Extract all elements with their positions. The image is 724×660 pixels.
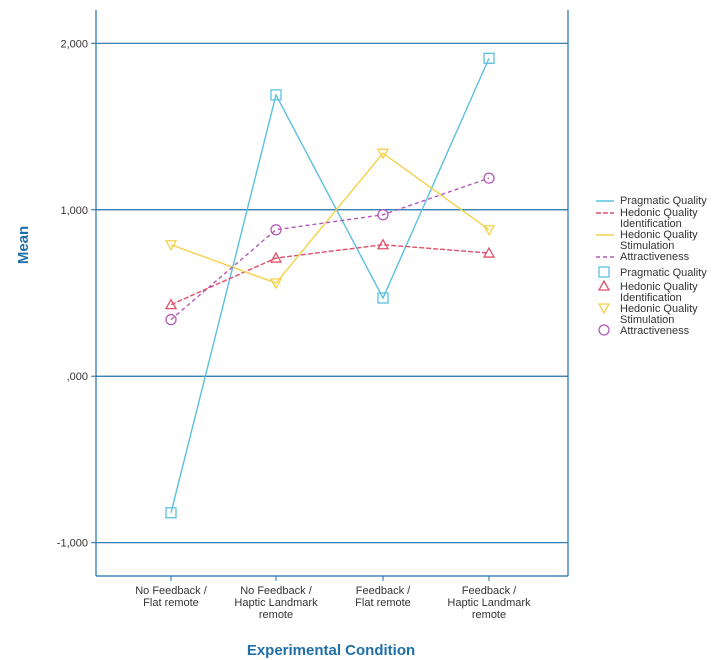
legend-label-line: Stimulation [620,314,674,326]
legend-marker-label: Hedonic Quality Identification [620,281,698,304]
legend-label-line: Attractiveness [620,251,690,263]
series-line [170,177,490,321]
x-tick-label-line: No Feedback / [135,585,207,597]
legend-marker-swatch [598,324,610,336]
y-tick-label: ,000 [67,371,88,383]
data-point-marker [165,507,177,519]
legend-label-line: Hedonic Quality [620,281,698,293]
y-tick-label: -1,000 [57,538,88,550]
data-point-marker [270,89,282,101]
data-point-marker [376,148,390,160]
x-tick-label-line: Flat remote [143,597,199,609]
legend-label-line: Identification [620,292,682,304]
series-line [170,152,490,284]
x-tick-label: No Feedback / Haptic Landmark remote [234,585,318,621]
x-tick-label-line: Feedback / [462,585,517,597]
gridlines [96,42,568,544]
legend-label-line: Attractiveness [620,325,690,337]
legend-label-line: Stimulation [620,240,674,252]
legend-marker-swatch [598,266,610,278]
series-line [170,244,490,306]
legend-label-line: Pragmatic Quality [620,195,707,207]
x-axis-title: Experimental Condition [247,642,415,659]
data-point-marker [483,172,495,184]
data-point-marker [376,238,390,250]
x-tick-label-line: No Feedback / [240,585,312,597]
legend-marker-label: Hedonic Quality Stimulation [620,303,698,326]
data-point-marker [164,298,178,310]
data-point-marker [269,278,283,290]
data-point-marker [164,240,178,252]
x-tick-label: Feedback / Haptic Landmark remote [447,585,531,621]
legend-label-line: Hedonic Quality [620,207,698,219]
legend-marker-label: Attractiveness [620,325,690,337]
x-tick-label-line: remote [259,609,293,621]
x-tick-label: No Feedback / Flat remote [135,585,207,609]
legend-label-line: Hedonic Quality [620,229,698,241]
legend-label-line: Identification [620,218,682,230]
y-tick-label: 1,000 [60,205,88,217]
legend-marker-swatch [597,303,611,315]
x-tick-label-line: remote [472,609,506,621]
legend-line-label: Attractiveness [620,251,690,263]
series-line [170,57,490,513]
legend-label-line: Hedonic Quality [620,303,698,315]
legend-line-label: Hedonic Quality Stimulation [620,229,698,252]
x-tick-label-line: Haptic Landmark [234,597,318,609]
data-point-marker [270,224,282,236]
legend-label-line: Pragmatic Quality [620,267,707,279]
data-point-marker [165,313,177,326]
x-tick-label-line: Haptic Landmark [447,597,531,609]
x-tick-label-line: Feedback / [356,585,411,597]
y-axis-title: Mean [15,226,32,264]
series-markers [164,52,496,519]
legend-line-label: Pragmatic Quality [620,195,707,207]
axes [95,10,569,577]
series-lines [170,57,490,513]
data-point-marker [483,52,495,64]
data-point-marker [377,292,389,304]
y-axis-ticks: -1,000 ,000 1,000 2,000 [57,38,96,550]
legend-marker-label: Pragmatic Quality [620,267,707,279]
legend-marker-swatch [597,279,611,291]
data-point-marker [377,209,389,221]
data-point-marker [482,246,496,258]
x-tick-label-line: Flat remote [355,597,411,609]
data-point-marker [482,225,496,237]
x-tick-label: Feedback / Flat remote [355,585,411,609]
data-point-marker [269,251,283,263]
y-tick-label: 2,000 [60,38,88,50]
legend-line-label: Hedonic Quality Identification [620,207,698,230]
